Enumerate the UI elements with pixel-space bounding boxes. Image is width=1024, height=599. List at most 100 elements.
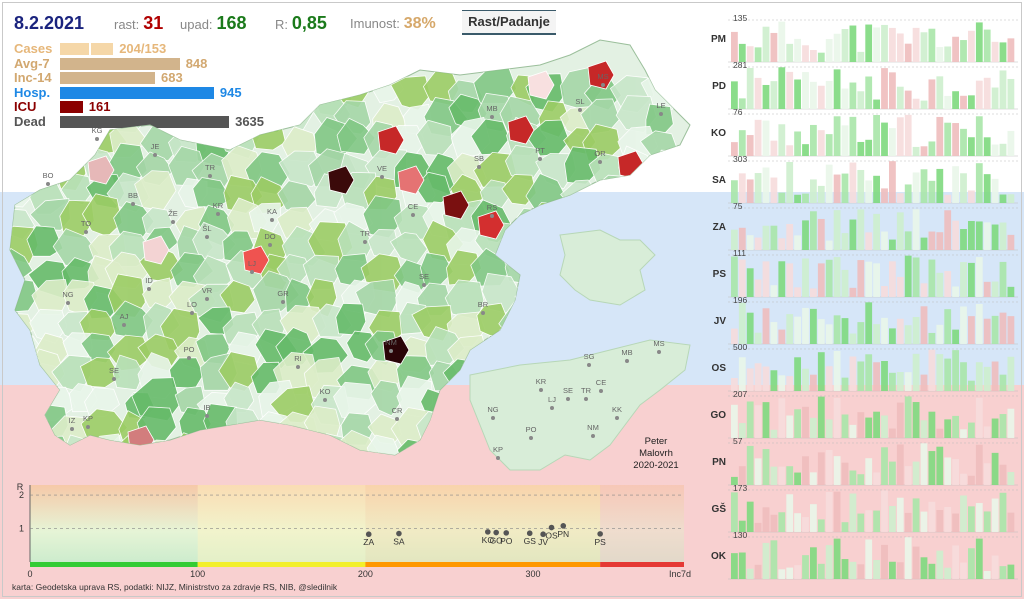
spark-bar [817,452,825,485]
spark-bar [896,86,904,109]
spark-bar [1007,234,1015,250]
spark-bar [794,287,801,297]
municipality [10,312,35,344]
spark-bar [991,41,999,62]
spark-bar [778,67,786,109]
spark-bar [746,401,754,438]
inset-label: MS [653,339,664,348]
spark-bar [802,555,809,579]
spark-bar [920,283,928,297]
municipality [250,69,297,111]
inset-dot [587,363,591,367]
spark-bar [849,470,857,485]
spark-bar [841,318,849,344]
spark-bar [960,229,967,250]
municipality [536,301,570,338]
spark-bar [968,316,975,344]
municipality [26,225,64,257]
municipality [643,255,684,299]
stat-bar [60,115,230,128]
spark-bar [1007,512,1015,532]
municipality [219,280,256,314]
spark-bar [754,47,762,62]
municipality-highlight [442,190,470,220]
municipality [366,434,400,455]
municipality [584,307,620,339]
spark-bar [952,513,959,532]
region-label: BO [43,171,54,180]
spark-bar [849,561,857,579]
date-label: 8.2.2021 [14,13,85,33]
inset-label: NG [487,405,498,414]
spark-bar [889,561,896,579]
inset-dot [496,456,500,460]
spark-bar [825,545,833,579]
spark-bar [952,415,959,438]
inset-dot [615,416,619,420]
spark-bar [738,98,746,109]
municipality [112,354,145,391]
spark-bar [881,317,888,344]
inset-map-regions [469,339,691,471]
municipality [286,434,321,455]
spark-bar [873,27,880,62]
municipality [79,357,122,388]
spark-bar [928,180,936,203]
spark-bar [865,354,873,391]
spark-bar [794,194,801,203]
spark-bar [952,36,959,62]
spark-bar [952,91,959,109]
spark-bar [833,257,841,297]
spark-bar [762,120,770,156]
municipality [29,198,71,231]
spark-bar [1007,408,1015,438]
municipality [254,98,292,134]
region-panel: GO 207 [700,389,1018,442]
rast-padanje-button[interactable]: Rast/Padanje [462,10,556,35]
spark-bar [896,318,904,344]
spark-bar [881,447,888,485]
spark-bar [817,185,825,203]
municipality [642,304,688,344]
spark-bar [857,209,865,250]
data-point-label: PO [500,536,513,546]
inset-label: CE [596,378,606,387]
inset-dot [591,434,595,438]
spark-bar [999,261,1007,297]
spark-bar [754,237,762,250]
spark-bar [928,332,936,344]
spark-bar [794,79,801,109]
spark-bar [849,356,857,391]
spark-bar [1007,286,1015,297]
spark-bar [920,32,928,62]
spark-bar [841,173,849,203]
region-label: TR [205,163,216,172]
spark-bar [896,33,904,62]
spark-bar [770,370,778,391]
region-max-value: 196 [733,295,748,305]
slovenia-map[interactable]: KG JE BO BB TR ŽE KR ŠL KA DO LJ TO ID NG AJ LO VR GR PO SE… [0,30,720,490]
region-panel: PD 281 [700,60,1018,113]
municipality [499,225,544,267]
spark-bar [841,29,849,62]
spark-bar [817,85,825,109]
spark-bar [873,115,880,156]
spark-bar [881,415,888,438]
municipality [335,302,367,336]
region-dot [208,174,212,178]
spark-bar [889,72,896,109]
spark-bar [770,81,778,109]
municipality-highlight [397,165,425,195]
region-dot [70,427,74,431]
spark-bar [999,42,1007,62]
spark-bar [849,333,857,344]
spark-bar [810,472,817,485]
spark-bar [896,117,904,156]
data-point [493,529,499,536]
region-label: KO [320,387,331,396]
municipality [542,282,572,310]
spark-bar [881,360,888,391]
stat-label: Dead [14,113,46,129]
spark-bar [952,459,959,485]
municipality [140,69,180,116]
